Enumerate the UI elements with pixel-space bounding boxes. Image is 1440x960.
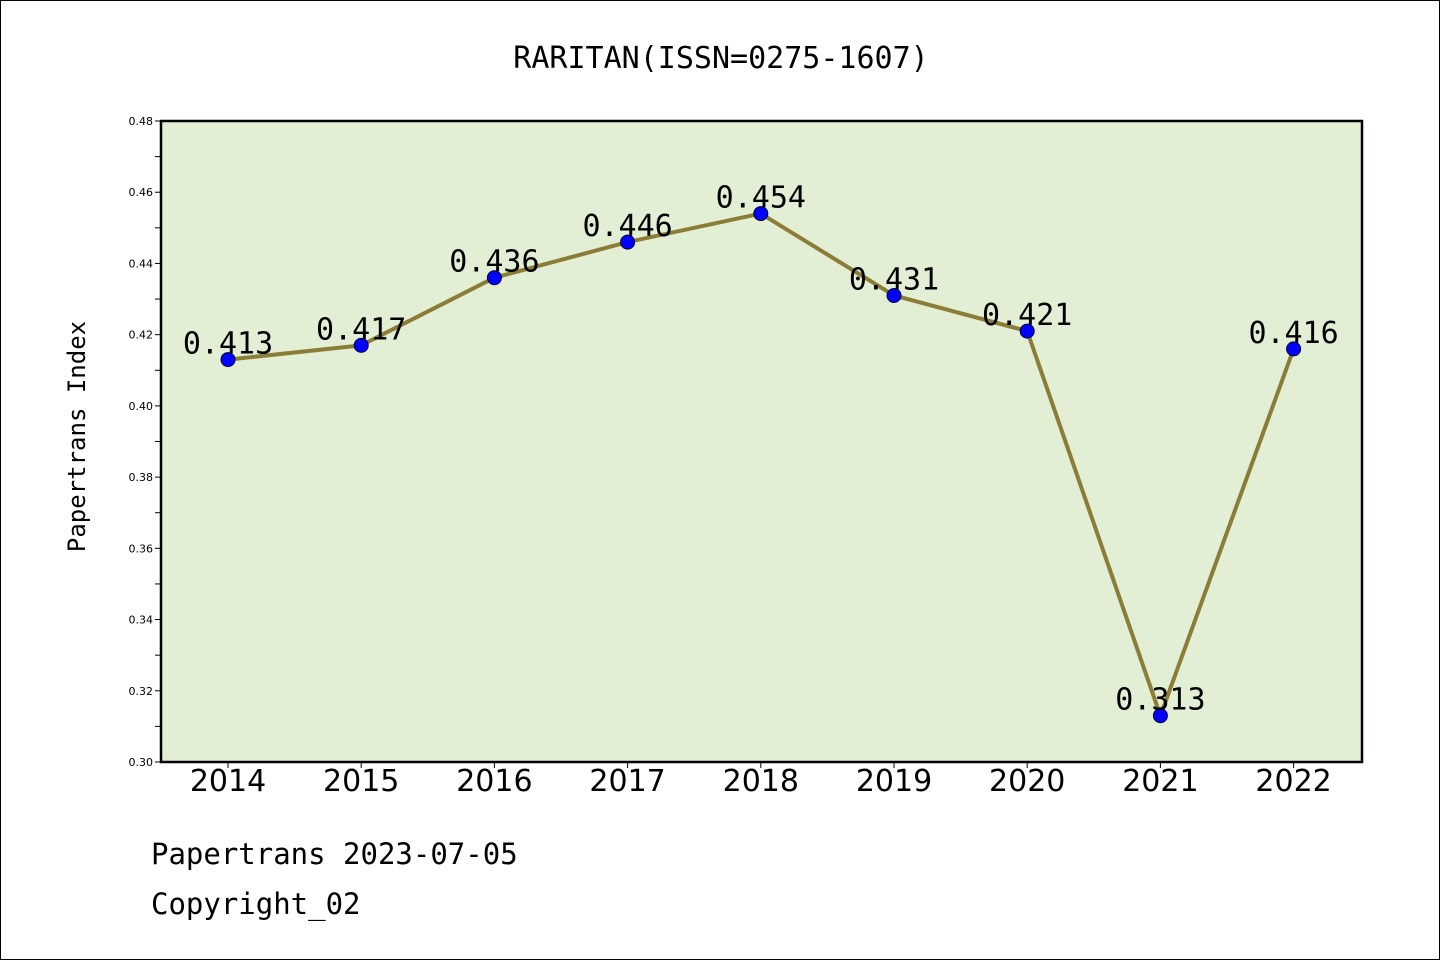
y-tick-label: 0.48 xyxy=(129,115,154,128)
y-axis-label: Papertrans Index xyxy=(63,321,91,552)
data-label: 0.421 xyxy=(982,298,1072,333)
data-point xyxy=(1286,341,1302,357)
data-point xyxy=(1152,708,1168,724)
data-label: 0.436 xyxy=(449,245,539,280)
x-tick-label: 2022 xyxy=(1255,764,1331,799)
data-point xyxy=(753,206,769,222)
data-point xyxy=(486,270,502,286)
x-tick-label: 2020 xyxy=(989,764,1065,799)
x-tick-label: 2018 xyxy=(723,764,799,799)
x-tick-label: 2015 xyxy=(323,764,399,799)
data-label: 0.413 xyxy=(183,327,273,362)
y-tick-label: 0.36 xyxy=(129,542,154,555)
y-tick-label: 0.32 xyxy=(129,685,154,698)
y-tick-label: 0.30 xyxy=(129,756,154,769)
chart-title: RARITAN(ISSN=0275-1607) xyxy=(513,41,928,76)
axis-ticks: 0.30 0.32 0.34 0.36 0.38 0.40 0.42 0.44 0.46 0.48… xyxy=(129,115,1332,799)
data-label: 0.313 xyxy=(1115,683,1205,718)
y-tick-label: 0.38 xyxy=(129,471,154,484)
footer-date: Papertrans 2023-07-05 xyxy=(151,837,518,871)
data-point xyxy=(620,234,636,250)
data-point xyxy=(886,287,902,303)
data-labels: 0.413 0.417 0.436 0.446 0.454 0.431 0.421 0.313… xyxy=(183,181,1339,718)
x-tick-label: 2021 xyxy=(1122,764,1198,799)
data-label: 0.446 xyxy=(582,209,672,244)
y-tick-label: 0.44 xyxy=(129,257,154,270)
x-tick-label: 2017 xyxy=(589,764,665,799)
data-point xyxy=(220,352,236,368)
data-point xyxy=(1019,323,1035,339)
plot-area xyxy=(161,121,1362,762)
plot-frame xyxy=(159,119,1364,764)
data-label: 0.417 xyxy=(316,312,406,347)
y-tick-label: 0.34 xyxy=(129,614,154,627)
data-label: 0.454 xyxy=(716,181,806,216)
y-tick-label: 0.46 xyxy=(129,186,154,199)
footer-copyright: Copyright_02 xyxy=(151,887,361,921)
x-tick-label: 2019 xyxy=(856,764,932,799)
data-label: 0.431 xyxy=(849,262,939,297)
data-point xyxy=(353,337,369,353)
data-label: 0.416 xyxy=(1248,316,1338,351)
data-points xyxy=(220,206,1302,724)
y-tick-label: 0.42 xyxy=(129,329,154,342)
x-tick-label: 2016 xyxy=(456,764,532,799)
y-tick-label: 0.40 xyxy=(129,400,154,413)
x-tick-label: 2014 xyxy=(190,764,266,799)
